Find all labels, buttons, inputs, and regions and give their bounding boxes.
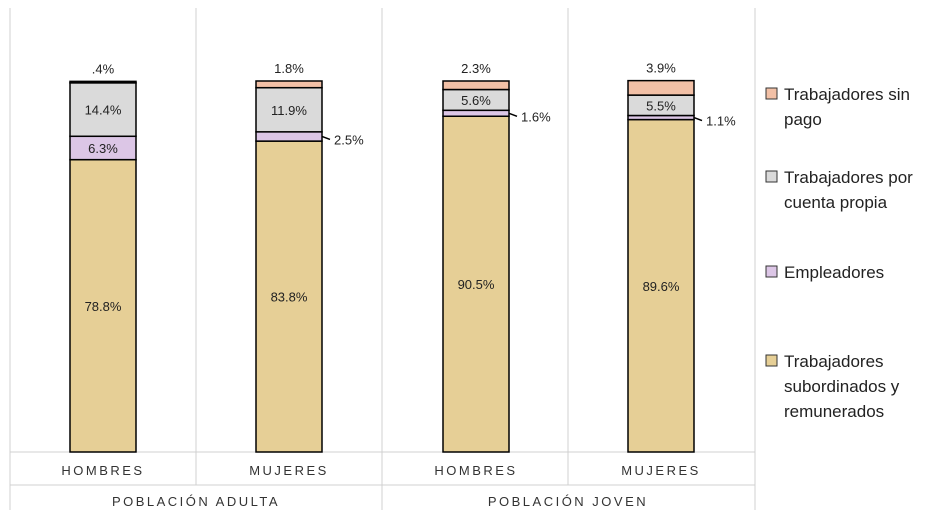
label-leader-line [693,116,703,122]
legend-swatch [765,170,778,183]
data-label: 1.6% [521,109,551,124]
legend-label: Empleadores [784,263,884,282]
bar-segment [442,115,510,453]
legend-label: remunerados [784,402,884,421]
data-label: .4% [92,61,115,76]
legend-label: subordinados y [784,377,900,396]
label-leader-line [321,135,331,141]
data-label: 11.9% [271,103,307,118]
bar-segment [69,80,137,84]
bar-segment [442,80,510,91]
data-label: 6.3% [88,141,118,156]
bar-segment [255,140,323,453]
legend-swatch [765,265,778,278]
data-label: 5.5% [646,98,676,113]
category-label: MUJERES [249,463,329,478]
legend-swatch [765,354,778,367]
data-label: 78.8% [85,299,122,314]
category-label: MUJERES [621,463,701,478]
data-label: 1.8% [274,61,304,76]
legend-label: Trabajadores por [784,168,913,187]
group-label: POBLACIÓN ADULTA [112,494,280,509]
bars-layer [69,79,695,453]
data-label: 1.1% [706,114,736,129]
legend: Trabajadores sin pago Trabajadores por cuen… [765,85,913,421]
bar-segment [255,131,323,142]
data-label: 90.5% [458,277,495,292]
bar-segment [627,79,695,96]
bar-segment [255,80,323,89]
legend-label: cuenta propia [784,193,888,212]
legend-swatch [765,87,778,100]
data-label: 14.4% [85,103,122,118]
legend-label: Trabajadores [784,352,884,371]
bar-segment [69,158,137,453]
legend-label: Trabajadores sin [784,85,910,104]
bar-segment [442,109,510,117]
legend-label: pago [784,110,822,129]
data-label: 2.5% [334,132,364,147]
category-label: HOMBRES [61,463,144,478]
label-leader-line [508,112,518,117]
data-label: 89.6% [643,279,680,294]
data-labels-layer: 78.8% 6.3% 14.4% .4% 83.8% 2.5% 11.9% 1.8% 90.5%… [85,61,737,314]
data-label: 83.8% [271,290,308,305]
group-label: POBLACIÓN JOVEN [488,494,648,509]
data-label: 3.9% [646,61,676,76]
data-label: 5.6% [461,93,491,108]
data-label: 2.3% [461,61,491,76]
category-label: HOMBRES [434,463,517,478]
category-axis: HOMBRES MUJERES HOMBRES MUJERES POBLACIÓN AD… [61,463,701,509]
